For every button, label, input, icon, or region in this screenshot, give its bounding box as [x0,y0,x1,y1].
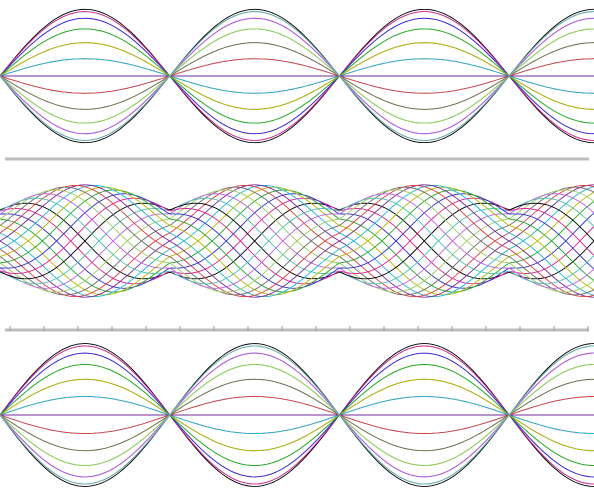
series-line [0,396,594,434]
series-line [0,352,594,478]
series-line [0,42,594,110]
series-line [0,193,594,289]
series-line [0,364,594,466]
series-line [0,17,594,135]
series-line [0,184,594,298]
series-line [0,42,594,110]
series-line [0,378,594,452]
series-line [0,186,594,296]
series-line [0,189,594,293]
series-line [0,58,594,94]
series-line [0,11,594,141]
series-line [0,197,594,285]
series-line [0,184,594,298]
panel-3 [0,343,594,487]
series-line [0,184,594,298]
series-line [0,28,594,124]
series-line [0,28,594,124]
panel-1 [0,8,594,144]
panel-2 [0,184,594,298]
series-line [0,345,594,485]
series-line [0,11,594,141]
series-line [0,364,594,466]
series-line [0,58,594,94]
series-line [0,396,594,434]
series-line [0,345,594,485]
series-line [0,17,594,135]
series-line [0,378,594,452]
series-line [0,352,594,478]
